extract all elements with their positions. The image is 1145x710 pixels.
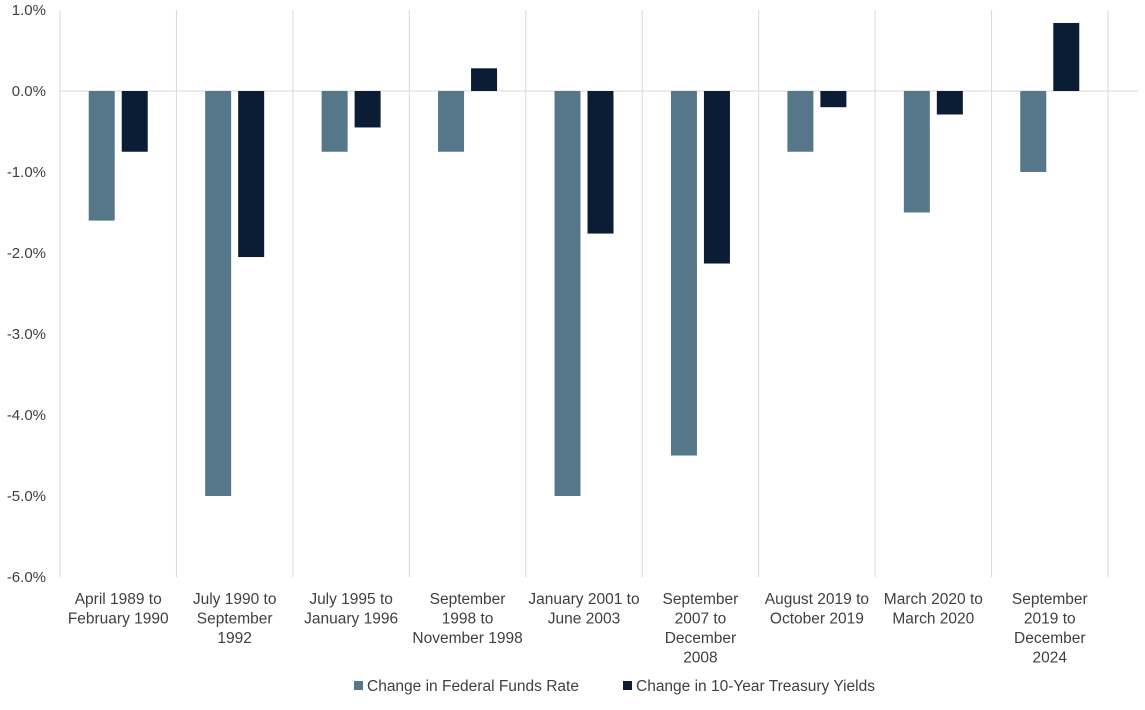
x-category-label: January 2001 to June 2003 — [528, 591, 639, 628]
x-category-label: September 2007 to December 2008 — [663, 591, 739, 667]
x-category-label: March 2020 to March 2020 — [884, 591, 983, 628]
bar-fed-funds — [205, 91, 232, 496]
bar-treasury-10y — [238, 91, 265, 258]
x-category-label: July 1990 to September 1992 — [193, 591, 277, 647]
y-tick-label: 0.0% — [12, 83, 46, 100]
x-axis: April 1989 to February 1990 July 1990 to Se… — [68, 591, 1088, 667]
legend-swatch — [354, 681, 363, 690]
y-tick-label: 1.0% — [12, 2, 46, 19]
bar-treasury-10y — [1053, 22, 1080, 91]
bar-fed-funds — [554, 91, 581, 496]
bar-treasury-10y — [820, 91, 847, 108]
x-category-label: September 1998 to November 1998 — [412, 591, 522, 647]
bar-treasury-10y — [354, 91, 381, 128]
bar-treasury-10y — [587, 91, 614, 234]
bar-treasury-10y — [936, 91, 963, 115]
y-tick-label: -1.0% — [7, 164, 46, 181]
bar-fed-funds — [321, 91, 348, 152]
bar-fed-funds — [1020, 91, 1047, 172]
y-tick-label: -5.0% — [7, 488, 46, 505]
legend: Change in Federal Funds Rate Change in 10… — [354, 678, 875, 695]
bar-fed-funds — [438, 91, 465, 152]
bar-treasury-10y — [703, 91, 730, 264]
bar-treasury-10y — [471, 68, 498, 91]
x-category-label: August 2019 to October 2019 — [765, 591, 869, 628]
bars — [88, 22, 1080, 496]
bar-fed-funds — [903, 91, 930, 213]
bar-treasury-10y — [121, 91, 148, 152]
legend-label: Change in Federal Funds Rate — [367, 678, 579, 695]
y-tick-label: -3.0% — [7, 326, 46, 343]
x-category-label: September 2019 to December 2024 — [1012, 591, 1088, 667]
bar-fed-funds — [670, 91, 697, 456]
bar-fed-funds — [88, 91, 115, 221]
y-tick-label: -4.0% — [7, 407, 46, 424]
legend-swatch — [623, 681, 632, 690]
y-tick-label: -6.0% — [7, 569, 46, 586]
legend-label: Change in 10-Year Treasury Yields — [636, 678, 875, 695]
x-category-label: July 1995 to January 1996 — [304, 591, 398, 628]
bar-fed-funds — [787, 91, 814, 152]
y-tick-label: -2.0% — [7, 245, 46, 262]
y-axis: 1.0% 0.0% -1.0% -2.0% -3.0% -4.0% -5.0% -6.0% — [7, 2, 46, 586]
x-category-label: April 1989 to February 1990 — [68, 591, 169, 628]
